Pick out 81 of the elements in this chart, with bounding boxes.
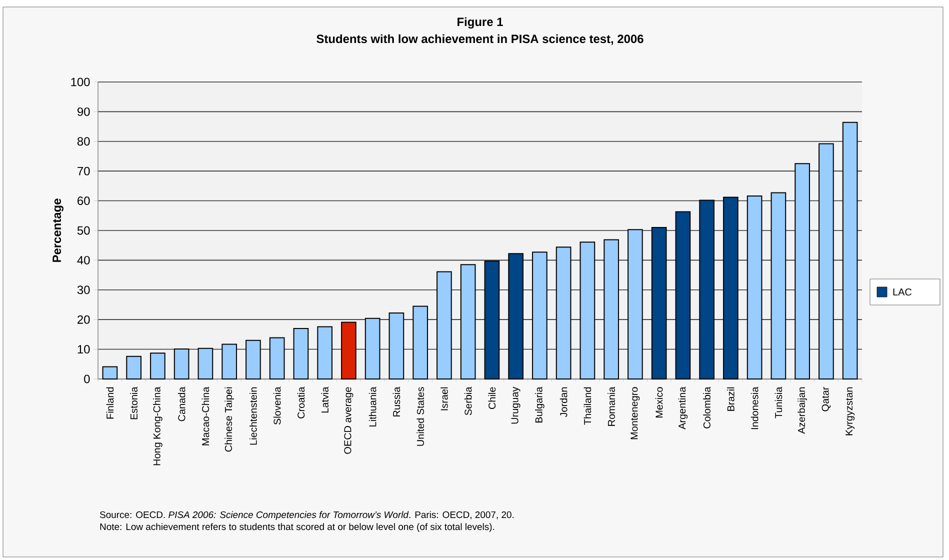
bar xyxy=(150,352,166,380)
bar xyxy=(364,318,380,380)
x-tick-label: OECD average xyxy=(344,387,354,454)
x-tick-label: Colombia xyxy=(703,386,710,428)
x-tick-label: Jordan xyxy=(560,387,568,418)
x-tick-label: Brazil xyxy=(727,387,734,411)
y-tick-label: 20 xyxy=(78,315,90,324)
bar xyxy=(293,328,309,380)
x-tick-label: Qatar xyxy=(822,386,831,412)
bar xyxy=(174,348,190,380)
y-tick-label: 0 xyxy=(84,374,90,384)
x-tick-label: Hong Kong-China xyxy=(153,386,162,466)
bar xyxy=(388,312,404,380)
x-tick-label: Estonia xyxy=(130,386,138,420)
x-tick-label: Azerbaijan xyxy=(798,387,807,434)
x-tick-label: Lithuania xyxy=(368,386,376,426)
x-tick-label: Bulgaria xyxy=(535,386,544,422)
y-tick-label: 30 xyxy=(77,286,90,294)
y-tick-label: 80 xyxy=(77,137,90,146)
bar xyxy=(556,246,572,380)
y-axis-title: Percentage xyxy=(52,198,64,262)
y-tick-label: 40 xyxy=(77,256,90,264)
bar xyxy=(484,260,500,380)
x-tick-label: Latvia xyxy=(321,386,328,413)
bar xyxy=(580,242,596,380)
bar xyxy=(126,356,142,380)
bar xyxy=(746,196,762,380)
bar xyxy=(770,192,786,380)
x-tick-label: Indonesia xyxy=(750,386,758,430)
x-tick-label: Argentina xyxy=(678,386,688,430)
text: Note: Low achievement refers to students that scored at or below level one (of six total levels). xyxy=(100,523,494,532)
x-tick-label: Chinese Taipei xyxy=(224,387,234,452)
x-tick-label: Russia xyxy=(392,386,400,416)
bar xyxy=(460,264,476,380)
bar xyxy=(532,252,548,380)
y-tick-label: 70 xyxy=(78,166,90,176)
chart-title: Figure 1 xyxy=(458,17,503,29)
x-tick-label: Croatia xyxy=(297,386,305,418)
bar xyxy=(651,227,667,380)
bar xyxy=(269,337,285,380)
y-tick-label: 50 xyxy=(77,226,90,235)
x-tick-label: Liechtenstein xyxy=(250,387,257,445)
y-tick-label: 60 xyxy=(78,196,90,206)
x-tick-label: Mexico xyxy=(655,387,663,418)
x-tick-label: Finland xyxy=(106,387,114,419)
x-tick-label: Tunisia xyxy=(774,386,782,418)
bar xyxy=(317,326,332,380)
bar xyxy=(723,196,738,380)
bar xyxy=(222,344,237,380)
x-tick-label: Canada xyxy=(178,386,186,422)
bar xyxy=(508,253,524,380)
x-tick-label: Chile xyxy=(488,387,496,409)
bar xyxy=(436,271,452,380)
bar xyxy=(246,340,261,380)
x-tick-label: Uruguay xyxy=(511,386,520,424)
x-tick-label: Serbia xyxy=(464,386,472,416)
y-tick-label: 10 xyxy=(78,345,90,354)
y-tick-label: 100 xyxy=(71,78,90,86)
y-tick-label: 90 xyxy=(78,107,90,116)
source-note: Source: OECD. PISA 2006: Science Competencies for Tomorrow’s World. Paris: OECD, 2007, 20. xyxy=(100,511,514,520)
bar xyxy=(198,348,214,380)
bar xyxy=(341,322,356,380)
x-tick-label: United States xyxy=(416,387,424,446)
legend-label: LAC xyxy=(893,288,912,296)
bar xyxy=(102,366,118,380)
bar xyxy=(818,143,834,380)
x-tick-label: Montenegro xyxy=(630,387,640,440)
x-tick-label: Romania xyxy=(608,386,615,426)
x-tick-label: Israel xyxy=(440,387,448,410)
x-tick-label: Kyrgyzstan xyxy=(846,387,855,436)
bar xyxy=(604,239,619,380)
bar xyxy=(628,229,643,380)
x-tick-label: Macao-China xyxy=(202,386,210,446)
bar xyxy=(794,163,810,380)
chart-subtitle: Students with low achievement in PISA science test, 2006 xyxy=(316,34,644,45)
bar xyxy=(412,306,428,380)
bar xyxy=(699,200,714,380)
bar xyxy=(675,211,691,380)
x-tick-label: Thailand xyxy=(584,387,592,425)
x-tick-label: Slovenia xyxy=(273,386,281,425)
bar xyxy=(842,122,858,380)
